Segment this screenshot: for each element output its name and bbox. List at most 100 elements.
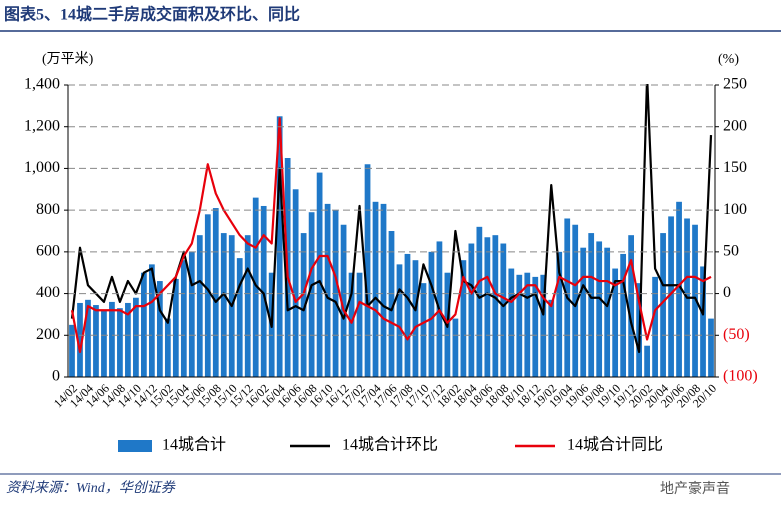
- bar: [628, 235, 635, 377]
- y-tick-label: 1,400: [24, 76, 60, 93]
- y-tick-label: 800: [36, 201, 60, 218]
- bar: [212, 208, 219, 377]
- bar: [652, 276, 658, 377]
- bar: [516, 274, 523, 377]
- bar: [324, 203, 331, 377]
- bar: [428, 251, 435, 377]
- bar: [372, 201, 379, 377]
- bar: [148, 264, 155, 377]
- bar: [220, 233, 227, 377]
- y-tick-label: 1,200: [24, 117, 60, 134]
- bar: [540, 274, 547, 377]
- bar: [708, 318, 714, 377]
- bar: [340, 224, 347, 377]
- y2-axis-label: (%): [718, 52, 739, 67]
- legend-swatch: [118, 440, 152, 452]
- bar: [69, 324, 75, 377]
- bar: [188, 251, 195, 377]
- y-tick-label: 200: [36, 326, 60, 343]
- bar: [125, 302, 131, 377]
- bar: [260, 205, 267, 377]
- bar: [380, 203, 387, 377]
- line: [70, 117, 712, 354]
- bar: [109, 301, 115, 377]
- legend-label: 14城合计环比: [342, 436, 438, 454]
- y-axis-label: (万平米): [42, 51, 94, 67]
- y2-tick-label: 250: [723, 76, 747, 93]
- bar: [572, 224, 579, 377]
- bar: [244, 235, 251, 377]
- bar: [396, 264, 403, 377]
- bar: [300, 233, 307, 377]
- y2-tick-label: 150: [723, 159, 747, 176]
- bar: [500, 243, 507, 377]
- bar: [292, 189, 299, 377]
- y-tick-label: 600: [36, 243, 60, 260]
- bar: [308, 212, 315, 377]
- bar: [133, 297, 139, 377]
- y2-tick-label: 50: [723, 243, 739, 260]
- bar: [620, 253, 627, 377]
- bar: [404, 253, 411, 377]
- watermark: 地产豪声音: [660, 480, 730, 497]
- y2-tick-label: 0: [723, 284, 731, 301]
- legend-label: 14城合计同比: [567, 436, 663, 454]
- bar: [85, 299, 91, 377]
- bar: [420, 283, 427, 377]
- bar: [348, 272, 355, 377]
- bar: [164, 318, 171, 377]
- bar: [468, 243, 475, 377]
- bar: [532, 276, 539, 377]
- bar: [452, 318, 459, 377]
- bar: [93, 305, 99, 377]
- bar: [484, 237, 491, 377]
- bar: [692, 224, 698, 377]
- bar: [668, 216, 674, 377]
- bar: [156, 281, 163, 377]
- y-tick-label: 400: [36, 284, 60, 301]
- y2-tick-label: 100: [723, 201, 747, 218]
- bar: [204, 214, 211, 377]
- bar: [588, 233, 595, 377]
- bar: [524, 272, 531, 377]
- y2-tick-label: (100): [723, 368, 758, 385]
- bar: [276, 116, 283, 378]
- y-tick-label: 0: [52, 368, 60, 385]
- bar: [412, 260, 419, 377]
- bar: [356, 272, 363, 377]
- bar: [492, 235, 499, 377]
- bar: [236, 258, 243, 377]
- bar: [612, 268, 619, 377]
- y2-tick-label: (50): [723, 326, 750, 343]
- bar: [316, 172, 323, 377]
- plot-area: [69, 84, 714, 378]
- bar: [596, 241, 603, 377]
- bar: [364, 164, 371, 377]
- bar: [141, 272, 147, 377]
- bar: [252, 197, 259, 377]
- bar: [117, 308, 123, 377]
- source: 资料来源：Wind，华创证券: [6, 480, 176, 496]
- bar: [676, 201, 682, 377]
- bar: [556, 251, 563, 377]
- bar: [388, 231, 395, 377]
- bar: [548, 299, 555, 377]
- bar: [77, 302, 83, 377]
- bar: [196, 235, 203, 377]
- bar: [660, 233, 666, 377]
- y2-tick-label: 200: [723, 117, 747, 134]
- bar: [644, 345, 650, 377]
- bar: [460, 260, 467, 377]
- bar: [700, 266, 706, 377]
- chart-title: 图表5、14城二手房成交面积及环比、同比: [4, 5, 300, 24]
- bar: [580, 247, 587, 377]
- bar: [476, 226, 483, 377]
- bar: [508, 268, 515, 377]
- bar: [604, 247, 611, 377]
- bar: [101, 310, 107, 377]
- legend-label: 14城合计: [162, 436, 226, 454]
- bar: [180, 260, 187, 377]
- bar: [172, 278, 179, 377]
- y-tick-label: 1,000: [24, 159, 60, 176]
